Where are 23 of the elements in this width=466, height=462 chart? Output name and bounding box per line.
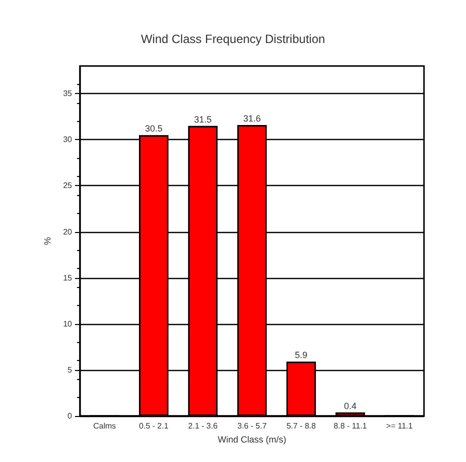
y-tick-label: 15: [63, 273, 73, 282]
x-tick-label: >= 11.1: [386, 422, 414, 430]
data-label: 30.5: [144, 124, 162, 134]
x-tick-label: 8.8 - 11.1: [334, 422, 368, 430]
x-axis-title: Wind Class (m/s): [218, 434, 286, 444]
chart-title: Wind Class Frequency Distribution: [140, 32, 326, 46]
y-tick-label: 5: [68, 365, 73, 374]
y-tick-label: 35: [63, 89, 73, 98]
x-tick-label: 3.6 - 5.7: [237, 422, 268, 430]
x-tick-label: 0.5 - 2.1: [139, 422, 169, 430]
y-tick-label: 25: [63, 181, 73, 190]
x-tick-label: Calms: [93, 422, 116, 430]
y-tick-label: 20: [63, 227, 73, 236]
x-tick-label: 2.1 - 3.6: [188, 422, 218, 430]
data-label: 0.4: [344, 400, 357, 411]
data-label: 31.5: [194, 114, 212, 124]
y-axis-title: %: [42, 236, 52, 246]
data-label: 5.9: [294, 350, 308, 360]
data-label: 31.6: [243, 113, 261, 124]
y-tick-label: 30: [63, 135, 73, 144]
x-tick-label: 5.7 - 8.8: [286, 422, 316, 430]
y-tick-label: 10: [63, 319, 73, 328]
y-tick-label: 0: [68, 412, 73, 420]
